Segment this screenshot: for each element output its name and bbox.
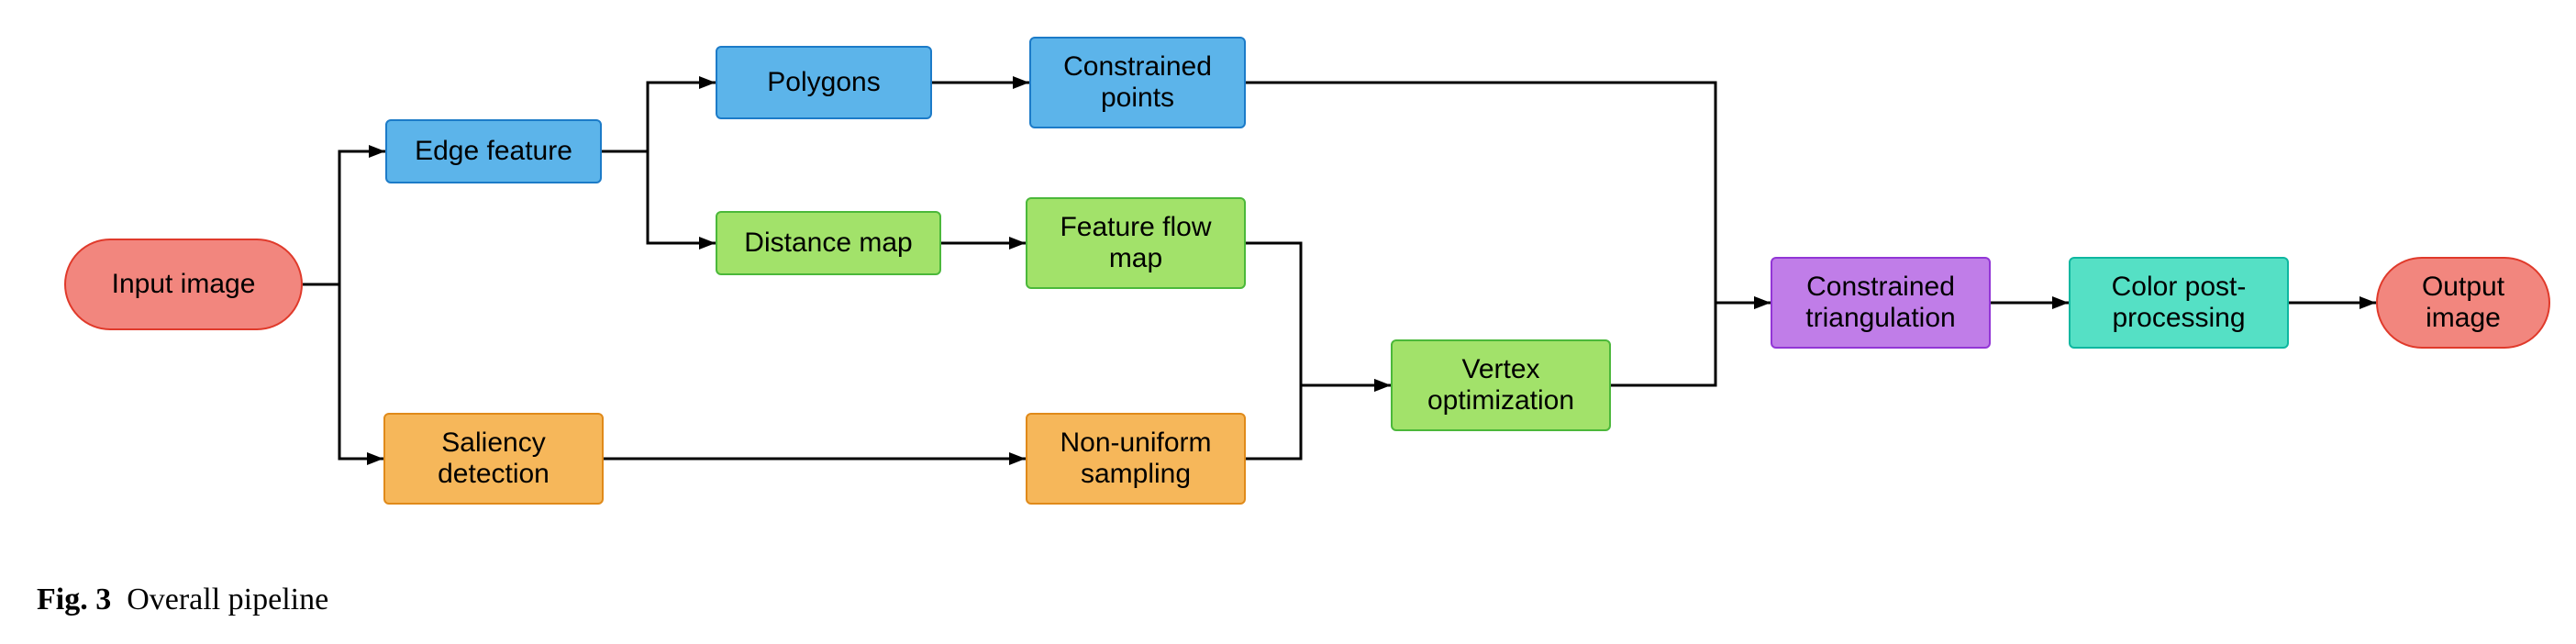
node-constrained_pts: Constrained points: [1029, 37, 1246, 128]
edge-line: [303, 151, 385, 284]
node-polygons: Polygons: [716, 46, 932, 119]
flowchart-canvas: Input image Edge feature Polygons Constrain…: [0, 0, 2576, 644]
edge-line: [1246, 83, 1771, 303]
edge-arrowhead: [1009, 452, 1026, 465]
node-edge_feature: Edge feature: [385, 119, 602, 183]
edge-line: [1611, 303, 1771, 385]
figure-caption-text: Overall pipeline: [111, 583, 328, 616]
edge-line: [303, 284, 383, 459]
edge-arrowhead: [2052, 296, 2069, 309]
node-input: Input image: [64, 239, 303, 330]
edge-arrowhead: [699, 76, 716, 89]
edge-line: [602, 151, 716, 243]
edge-arrowhead: [699, 237, 716, 250]
node-colorpost: Color post-processing: [2069, 257, 2289, 349]
node-output: Output image: [2376, 257, 2550, 349]
node-label: Output image: [2387, 272, 2539, 335]
node-label: Feature flow map: [1037, 212, 1235, 275]
node-vertex_opt: Vertex optimization: [1391, 339, 1611, 431]
edge-line: [1246, 243, 1391, 385]
node-ctriang: Constrained triangulation: [1771, 257, 1991, 349]
node-label: Polygons: [767, 67, 880, 99]
node-label: Non-uniform sampling: [1037, 427, 1235, 491]
node-label: Constrained triangulation: [1782, 272, 1980, 335]
figure-number: Fig. 3: [37, 583, 111, 616]
node-saliency: Saliency detection: [383, 413, 604, 505]
edge-arrowhead: [1013, 76, 1029, 89]
edge-line: [1246, 385, 1391, 459]
node-nonuniform: Non-uniform sampling: [1026, 413, 1246, 505]
figure-caption: Fig. 3 Overall pipeline: [37, 583, 328, 617]
edge-arrowhead: [369, 145, 385, 158]
node-label: Input image: [112, 269, 256, 301]
node-label: Edge feature: [415, 136, 572, 168]
edge-arrowhead: [367, 452, 383, 465]
node-label: Vertex optimization: [1402, 354, 1600, 417]
edge-arrowhead: [2359, 296, 2376, 309]
node-label: Saliency detection: [394, 427, 593, 491]
edge-arrowhead: [1374, 379, 1391, 392]
node-label: Color post-processing: [2080, 272, 2278, 335]
node-label: Distance map: [744, 228, 912, 260]
node-label: Constrained points: [1040, 51, 1235, 115]
node-feature_flow: Feature flow map: [1026, 197, 1246, 289]
edge-line: [602, 83, 716, 151]
edge-arrowhead: [1009, 237, 1026, 250]
node-distance_map: Distance map: [716, 211, 941, 275]
edge-arrowhead: [1754, 296, 1771, 309]
